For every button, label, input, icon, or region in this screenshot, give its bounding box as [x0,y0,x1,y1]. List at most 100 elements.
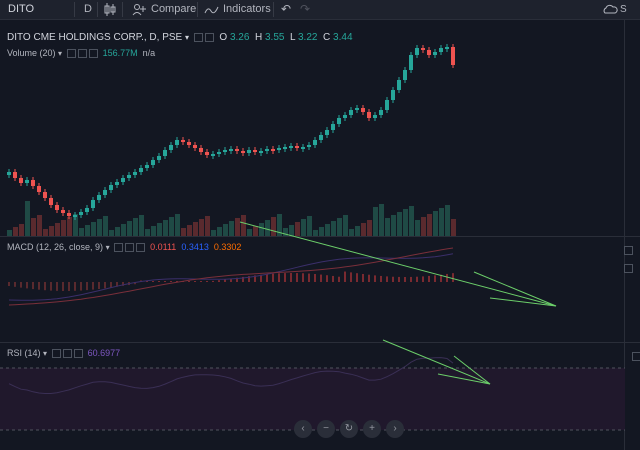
macd-legend: MACD (12, 26, close, 9) ▾ 0.0111 0.3413 … [7,242,241,253]
chart-canvas[interactable] [0,0,625,450]
interval-button[interactable]: D [84,3,92,15]
eye-icon[interactable] [66,49,76,59]
low-value: 3.22 [298,32,318,43]
settings-icon[interactable] [204,32,214,42]
main-legend: DITO CME HOLDINGS CORP., D, PSE ▾ O 3.26… [7,32,353,43]
macd-histogram-bar [440,274,442,282]
maximize-icon[interactable] [632,352,640,362]
candle [241,151,245,153]
symbol-search[interactable]: DITO [8,3,35,15]
cloud-icon[interactable] [602,0,618,19]
candle [415,48,419,55]
volume-bar [379,204,384,236]
close-icon[interactable] [73,349,83,359]
rsi-label[interactable]: RSI (14) [7,348,41,358]
volume-bar [223,224,228,236]
eye-icon[interactable] [114,243,124,253]
volume-bar [37,215,42,236]
macd-histogram-bar [380,275,382,282]
settings-icon[interactable] [62,349,72,359]
candle [403,70,407,80]
indicators-button[interactable]: Indicators [223,3,271,15]
macd-line [8,253,454,301]
candle [229,149,233,151]
volume-bar [307,216,312,236]
volume-bar [169,217,174,236]
macd-label[interactable]: MACD (12, 26, close, 9) [7,242,104,252]
candle [67,213,71,216]
candle [169,145,173,150]
macd-histogram-bar [206,281,208,282]
close-icon[interactable] [136,243,146,253]
macd-histogram-bar [296,273,298,282]
toolbar-divider [97,2,98,17]
macd-histogram-bar [356,273,358,282]
chevron-right-icon[interactable]: › [386,420,404,438]
volume-bar [421,217,426,236]
candle [331,124,335,130]
candle [289,146,293,148]
volume-bar [97,219,102,236]
candle [61,210,65,213]
eye-icon[interactable] [193,32,203,42]
drawing-arrow[interactable] [382,339,491,385]
volume-bar [187,225,192,236]
volume-bar [415,220,420,236]
settings-icon[interactable] [125,243,135,253]
volume-bar [331,221,336,236]
volume-bar [403,209,408,236]
zoom-in-icon[interactable]: + [363,420,381,438]
macd-histogram-bar [350,272,352,282]
volume-bar [283,228,288,236]
macd-histogram-bar [86,282,88,291]
macd-histogram-bar [428,275,430,282]
close-icon[interactable] [624,264,633,274]
macd-histogram-bar [56,282,58,291]
maximize-icon[interactable] [624,246,633,256]
price-axis[interactable] [624,20,640,236]
volume-bar [361,223,366,236]
candle [187,142,191,145]
volume-label[interactable]: Volume (20) [7,48,56,58]
save-label[interactable]: S [620,4,627,15]
candle [127,175,131,178]
series-title[interactable]: DITO CME HOLDINGS CORP., D, PSE [7,32,183,43]
compare-button[interactable]: Compare [151,3,197,15]
macd-histogram-bar [20,282,22,288]
candle [295,146,299,148]
pane-separator[interactable] [0,236,640,237]
candle [385,100,389,110]
zoom-out-icon[interactable]: − [317,420,335,438]
settings-icon[interactable] [77,49,87,59]
redo-icon[interactable]: ↷ [300,2,311,16]
chevron-down-icon[interactable]: ▾ [58,49,63,58]
toolbar-divider [74,2,75,17]
macd-histogram-bar [290,273,292,282]
rsi-value: 60.6977 [87,348,121,358]
candle [277,148,281,150]
eye-icon[interactable] [51,349,61,359]
indicators-icon[interactable] [204,0,220,19]
candle [391,90,395,100]
macd-histogram-bar [26,282,28,289]
close-icon[interactable] [88,49,98,59]
rsi-band [0,368,625,430]
candles-icon[interactable] [104,0,116,19]
chevron-left-icon[interactable]: ‹ [294,420,312,438]
volume-bar [157,223,162,236]
compare-icon[interactable] [131,0,147,19]
reset-icon[interactable]: ↻ [340,420,358,438]
macd-histogram-bar [98,282,100,289]
undo-icon[interactable]: ↶ [281,2,292,16]
macd-axis[interactable] [624,237,640,342]
pane-separator[interactable] [0,342,640,343]
toolbar-divider [273,2,274,17]
chevron-down-icon[interactable]: ▾ [43,349,48,358]
volume-bar [259,223,264,236]
macd-histogram-bar [452,273,454,282]
chevron-down-icon[interactable]: ▾ [185,33,190,42]
candle [451,47,455,65]
volume-bar [325,224,330,236]
drawing-arrow[interactable] [239,221,557,307]
chevron-down-icon[interactable]: ▾ [105,243,110,252]
